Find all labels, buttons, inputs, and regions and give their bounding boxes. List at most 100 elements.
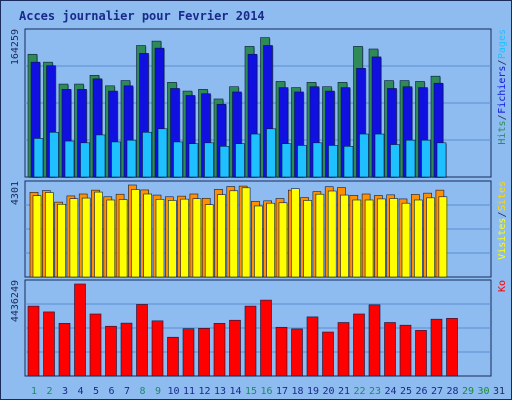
- hits-pages-bar-1: [33, 138, 44, 178]
- hits-pages-bar-11: [188, 143, 199, 178]
- hits-legend-4: Hits: [497, 121, 508, 145]
- visits-sites-bar-14: [192, 198, 202, 278]
- x-tick-label-13: 13: [214, 386, 226, 397]
- x-tick-label-9: 9: [155, 386, 161, 397]
- chart-title: Acces journalier pour Fevrier 2014: [19, 9, 265, 23]
- visits-legend-2: Visites: [497, 218, 508, 260]
- kb-max-label: 4436249: [10, 280, 21, 322]
- hits-legend-0: Pages: [497, 29, 508, 59]
- visits-sites-bar-6: [94, 191, 103, 278]
- visits-sites-bar-11: [155, 199, 165, 278]
- hits-pages-bar-13: [219, 146, 230, 178]
- x-tick-label-14: 14: [229, 386, 241, 397]
- visits-sites-bar-17: [229, 190, 239, 278]
- x-tick-label-28: 28: [446, 386, 458, 397]
- x-tick-label-24: 24: [384, 386, 396, 397]
- visits-sites-bar-33: [426, 197, 435, 278]
- visits-sites-bar-26: [340, 194, 349, 278]
- x-tick-label-25: 25: [400, 386, 412, 397]
- x-tick-label-6: 6: [108, 386, 114, 397]
- x-tick-label-11: 11: [183, 386, 195, 397]
- visits-sites-bar-5: [81, 197, 91, 278]
- kb-ko-bar-24: [384, 322, 396, 377]
- visits-sites-bar-18: [241, 187, 251, 278]
- visits-sites-bar-8: [118, 199, 128, 278]
- hits-legend-2: Fichiers: [497, 66, 508, 114]
- hits-pages-bar-5: [95, 134, 106, 178]
- kb-ko-bar-22: [353, 313, 365, 377]
- hits-pages-bar-3: [64, 140, 75, 178]
- x-tick-label-17: 17: [276, 386, 288, 397]
- x-tick-label-5: 5: [93, 386, 99, 397]
- visits-sites-bar-28: [364, 199, 374, 278]
- hits-panel: 164259 Pages/Fichiers/Hits: [10, 28, 508, 179]
- x-tick-label-16: 16: [260, 386, 272, 397]
- kb-ko-bar-14: [229, 319, 241, 377]
- hits-legend-1: /: [497, 60, 508, 66]
- hits-pages-bar-2: [49, 131, 59, 178]
- kb-ko-bar-13: [213, 323, 226, 377]
- hits-pages-bar-8: [142, 131, 152, 178]
- kb-ko-bar-23: [368, 304, 381, 377]
- kb-ko-bar-20: [322, 331, 334, 377]
- visits-sites-bar-29: [377, 198, 386, 278]
- x-tick-label-29: 29: [462, 386, 474, 397]
- visits-sites-bar-13: [180, 198, 189, 278]
- hits-pages-bar-16: [266, 128, 276, 178]
- visits-sites-bar-10: [143, 193, 152, 278]
- x-tick-label-8: 8: [139, 386, 145, 397]
- x-tick-label-4: 4: [77, 386, 83, 397]
- x-tick-label-10: 10: [167, 386, 179, 397]
- kb-ko-bar-18: [291, 328, 303, 377]
- hits-pages-bar-26: [421, 139, 431, 178]
- x-tick-label-7: 7: [124, 386, 130, 397]
- hits-pages-bar-20: [328, 145, 338, 178]
- x-tick-label-3: 3: [62, 386, 68, 397]
- hits-pages-bar-19: [312, 142, 323, 178]
- hits-pages-bar-27: [436, 142, 447, 178]
- hits-legend-3: /: [497, 114, 508, 120]
- x-tick-label-26: 26: [415, 386, 427, 397]
- x-tick-label-30: 30: [477, 386, 489, 397]
- x-tick-label-27: 27: [431, 386, 443, 397]
- kb-ko-bar-7: [120, 322, 133, 377]
- kb-ko-bar-16: [260, 299, 272, 377]
- hits-pages-bar-23: [374, 133, 385, 178]
- visits-sites-bar-12: [168, 200, 177, 278]
- visits-sites-bar-27: [352, 199, 362, 278]
- kb-ko-bar-28: [446, 318, 458, 377]
- kb-ko-bar-27: [430, 318, 443, 377]
- kb-ko-bar-19: [306, 316, 319, 377]
- hits-pages-bar-12: [204, 142, 214, 178]
- kb-ko-bar-15: [244, 305, 257, 377]
- visits-sites-bar-2: [44, 192, 54, 278]
- hits-pages-bar-9: [157, 128, 168, 178]
- x-tick-label-2: 2: [46, 386, 52, 397]
- visits-max-label: 4301: [10, 181, 21, 205]
- x-tick-label-15: 15: [245, 386, 257, 397]
- kb-ko-bar-10: [167, 336, 179, 377]
- visits-legend-0: Sites: [497, 181, 508, 211]
- x-tick-label-19: 19: [307, 386, 319, 397]
- x-tick-label-22: 22: [353, 386, 365, 397]
- kb-ko-bar-3: [58, 323, 71, 377]
- hits-pages-bar-25: [405, 139, 416, 178]
- kb-ko-bar-26: [415, 330, 427, 377]
- kb-legend-0: Ko: [497, 280, 508, 292]
- x-tick-label-12: 12: [198, 386, 210, 397]
- visits-panel: 4301 Sites/Visites: [10, 180, 508, 278]
- visits-sites-bar-30: [389, 198, 399, 278]
- visits-sites-bar-23: [303, 200, 312, 278]
- visits-sites-bar-9: [131, 189, 140, 278]
- visits-sites-bar-16: [217, 194, 226, 278]
- visits-sites-bar-3: [57, 203, 66, 278]
- hits-pages-bar-4: [80, 142, 90, 178]
- visits-sites-bar-34: [438, 196, 448, 278]
- kb-ko-bar-5: [89, 313, 102, 377]
- hits-pages-bar-24: [390, 144, 400, 178]
- x-tick-label-1: 1: [31, 386, 37, 397]
- kb-ko-bar-11: [182, 328, 195, 377]
- visits-sites-bar-21: [278, 202, 288, 278]
